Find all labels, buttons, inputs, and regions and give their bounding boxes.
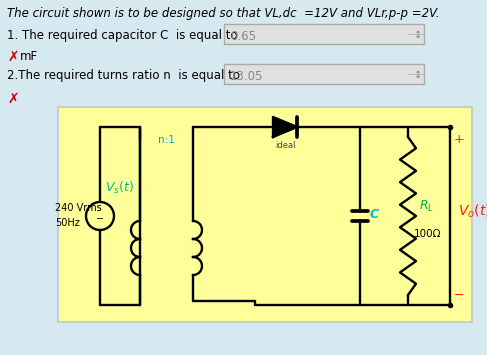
Text: mF: mF [20, 50, 38, 63]
Text: 13.05: 13.05 [230, 70, 263, 83]
Text: 50Hz: 50Hz [55, 218, 80, 228]
Text: ✗: ✗ [7, 92, 19, 106]
Text: The circuit shown is to be designed so that VL,dc  =12V and VLr,p-p =2V.: The circuit shown is to be designed so t… [7, 7, 439, 20]
Text: −: − [96, 214, 104, 224]
Text: 240 Vrms: 240 Vrms [55, 203, 102, 213]
Text: ideal: ideal [275, 141, 295, 150]
Polygon shape [273, 117, 297, 137]
Text: −: − [454, 289, 465, 302]
Text: $R_L$: $R_L$ [419, 198, 434, 214]
Text: 100Ω: 100Ω [414, 229, 442, 239]
Bar [224, 64, 424, 84]
Text: 0.65: 0.65 [230, 30, 256, 43]
Text: $V_o(t)$: $V_o(t)$ [458, 202, 487, 220]
Text: ✗: ✗ [7, 50, 19, 64]
Text: n:1: n:1 [158, 135, 174, 145]
Bar [224, 24, 424, 44]
Text: C: C [370, 208, 379, 220]
Text: ↕: ↕ [414, 30, 422, 40]
Text: +: + [454, 133, 465, 146]
Text: ↕: ↕ [414, 70, 422, 80]
Text: $V_s(t)$: $V_s(t)$ [105, 180, 134, 196]
Text: 1. The required capacitor C  is equal to: 1. The required capacitor C is equal to [7, 29, 238, 42]
Text: 2.The required turns ratio n  is equal to: 2.The required turns ratio n is equal to [7, 69, 240, 82]
Bar [58, 107, 472, 322]
